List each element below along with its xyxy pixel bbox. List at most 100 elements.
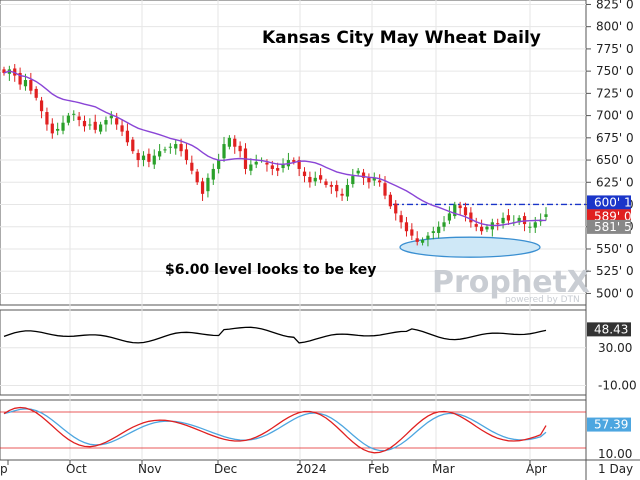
date-label: Mar: [432, 462, 455, 476]
candle: [174, 139, 178, 155]
candle: [34, 86, 38, 101]
price-badge: 589' 0: [587, 209, 632, 224]
candle: [522, 212, 527, 232]
candle: [98, 121, 103, 135]
candle: [479, 219, 484, 235]
candle: [458, 201, 462, 216]
annotation-text: $6.00 level looks to be key: [165, 262, 376, 278]
date-label: Dec: [214, 462, 237, 476]
date-axis: p Oct Nov Dec 2024 Feb Mar Apr: [0, 460, 547, 476]
moving-average-line: [3, 70, 547, 227]
candle: [469, 207, 473, 228]
candle: [517, 215, 521, 225]
candle: [351, 168, 355, 188]
candle: [152, 149, 156, 169]
candles: [2, 64, 548, 247]
date-label: 2024: [296, 462, 327, 476]
price-tick-label: 550' 0: [596, 242, 634, 256]
candle: [18, 67, 22, 90]
candle: [426, 232, 430, 247]
candle: [233, 135, 237, 154]
candle: [125, 123, 130, 146]
candle: [453, 201, 457, 219]
candle: [378, 174, 382, 187]
candle: [506, 208, 511, 225]
candle: [345, 178, 350, 201]
indicator2-fast-line: [3, 406, 547, 454]
svg-text:600' 1: 600' 1: [594, 195, 632, 209]
candle: [109, 111, 113, 125]
candle: [501, 212, 505, 229]
candle: [276, 162, 280, 177]
candle: [297, 156, 301, 177]
candle: [56, 122, 60, 136]
candle: [227, 135, 231, 150]
price-tick-label: 675' 0: [596, 131, 634, 145]
candle: [437, 221, 441, 239]
candle: [82, 115, 87, 132]
candle: [447, 206, 452, 225]
svg-text:ProphetX: ProphetX: [432, 265, 590, 300]
candle: [211, 163, 215, 185]
indicator2-badge: 57.39: [587, 417, 631, 432]
candle: [308, 171, 312, 188]
candle: [29, 72, 33, 95]
candle: [442, 216, 446, 232]
candle: [313, 171, 317, 186]
candle: [115, 112, 119, 130]
candle: [2, 66, 6, 76]
candle: [335, 180, 339, 198]
indicator2-panel: [0, 399, 587, 461]
candle: [420, 237, 425, 246]
candle: [66, 112, 71, 126]
price-tick-label: 750' 0: [596, 64, 634, 78]
vertical-grid: [69, 0, 531, 460]
candle: [195, 168, 199, 185]
candle: [147, 148, 151, 168]
price-tick-label: 525' 0: [596, 264, 634, 278]
interval-label[interactable]: 1 Day: [598, 462, 633, 476]
price-tick-label: 775' 0: [596, 42, 634, 56]
candle: [404, 216, 409, 237]
candle: [399, 210, 403, 229]
indicator1-tick-label: -10.00: [598, 379, 637, 393]
candle: [329, 181, 333, 194]
date-label: Apr: [526, 462, 547, 476]
svg-text:589' 0: 589' 0: [594, 209, 632, 223]
candle: [367, 173, 371, 189]
candle: [319, 168, 323, 184]
candle: [528, 222, 532, 233]
candle: [394, 200, 398, 221]
candle: [544, 207, 548, 221]
indicator2-tick-label: 10.00: [598, 447, 632, 461]
candle: [474, 217, 478, 232]
right-axis-area: [586, 0, 640, 480]
candle: [158, 144, 162, 161]
candle: [372, 172, 376, 186]
candle: [340, 188, 344, 201]
candle: [388, 192, 392, 209]
svg-text:581' 5: 581' 5: [594, 220, 632, 234]
indicator1-badge: 48.43: [587, 322, 631, 337]
candle: [72, 110, 76, 121]
candle: [88, 118, 92, 130]
candle: [533, 216, 537, 233]
candle: [281, 158, 285, 173]
candle: [356, 168, 360, 177]
candle: [39, 96, 44, 119]
price-tick-label: 825' 0: [596, 0, 634, 11]
svg-text:48.43: 48.43: [594, 322, 628, 336]
price-tick-label: 800' 0: [596, 20, 634, 34]
price-tick-label: 650' 0: [596, 153, 634, 167]
candle: [168, 143, 172, 154]
candle: [50, 118, 54, 139]
candle: [249, 158, 253, 176]
candle: [184, 143, 189, 165]
price-badge: 600' 1: [587, 195, 632, 210]
candle: [45, 107, 49, 131]
price-tick-label: 700' 0: [596, 109, 634, 123]
price-tick-label: 625' 0: [596, 175, 634, 189]
candle: [431, 226, 435, 240]
